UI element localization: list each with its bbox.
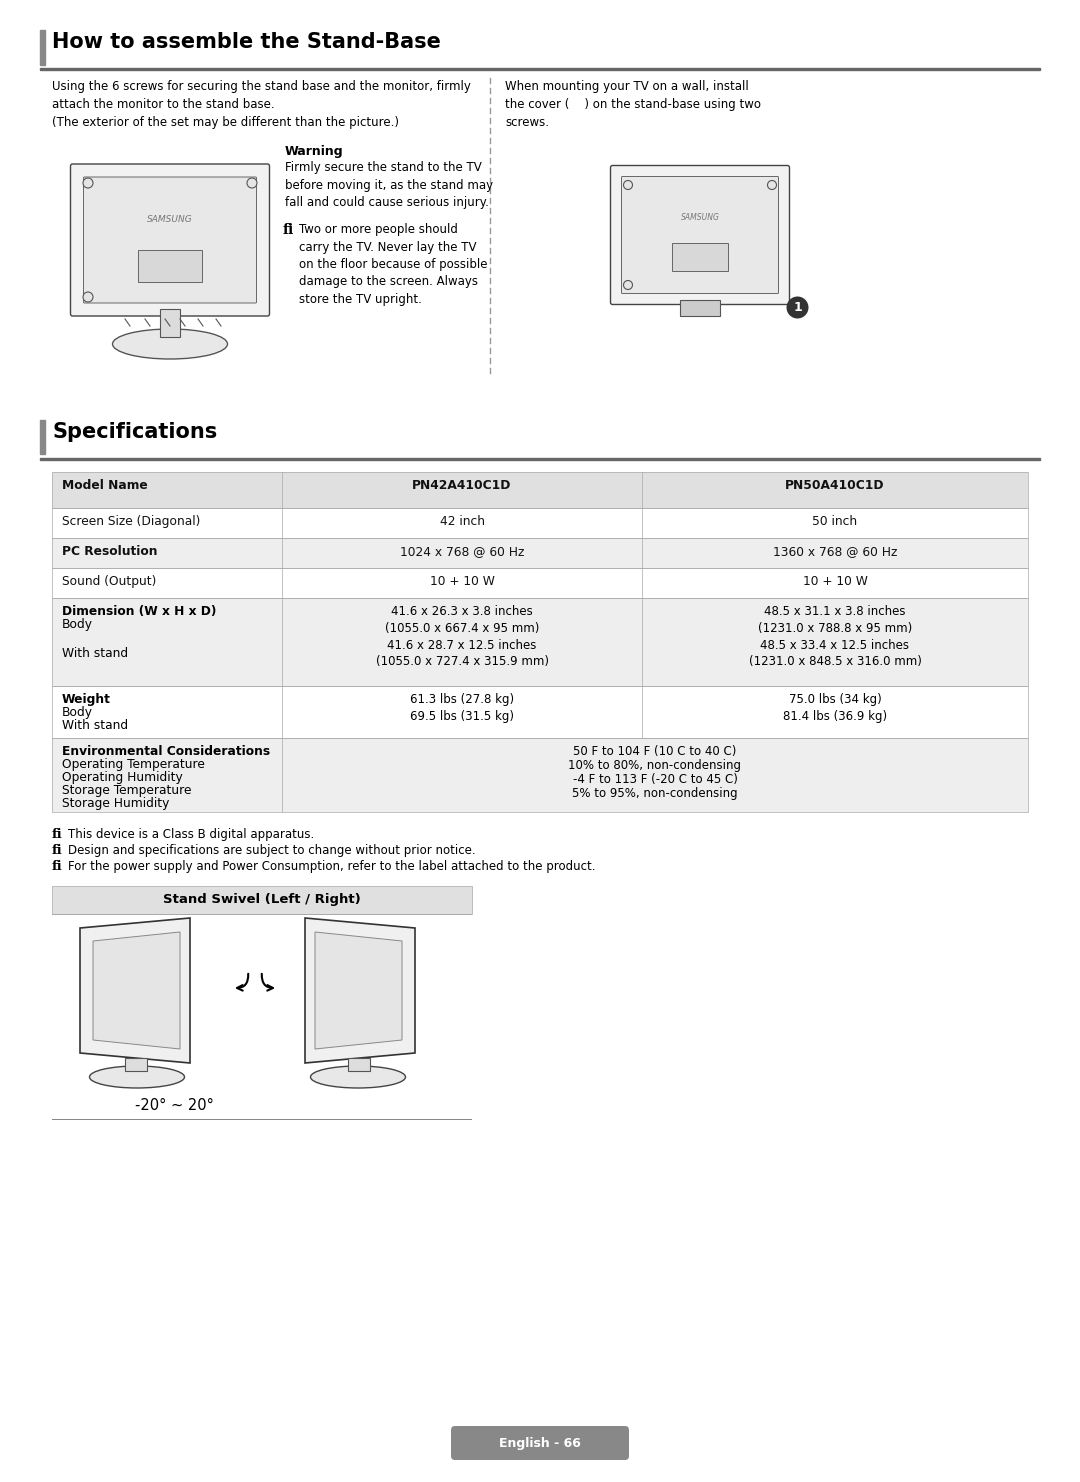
Text: PN50A410C1D: PN50A410C1D	[785, 479, 885, 492]
Bar	[52, 599, 1028, 686]
Circle shape	[768, 181, 777, 190]
Text: Firmly secure the stand to the TV
before moving it, as the stand may
fall and co: Firmly secure the stand to the TV before…	[285, 162, 494, 209]
Text: fi: fi	[283, 222, 294, 237]
Ellipse shape	[90, 1066, 185, 1088]
Text: For the power supply and Power Consumption, refer to the label attached to the p: For the power supply and Power Consumpti…	[68, 860, 595, 873]
Text: This device is a Class B digital apparatus.: This device is a Class B digital apparat…	[68, 828, 314, 840]
Text: Sound (Output): Sound (Output)	[62, 575, 157, 588]
Bar	[52, 568, 1028, 599]
Text: fi: fi	[52, 828, 63, 840]
Bar	[52, 471, 1028, 508]
Bar	[52, 508, 1028, 538]
Text: fi: fi	[52, 860, 63, 873]
Text: Two or more people should
carry the TV. Never lay the TV
on the floor because of: Two or more people should carry the TV. …	[299, 222, 487, 305]
Bar	[52, 471, 1028, 508]
Text: -4 F to 113 F (-20 C to 45 C): -4 F to 113 F (-20 C to 45 C)	[572, 774, 738, 785]
Bar	[52, 738, 1028, 812]
Text: PC Resolution: PC Resolution	[62, 545, 158, 559]
Bar	[672, 243, 728, 271]
Text: 10% to 80%, non-condensing: 10% to 80%, non-condensing	[568, 759, 742, 772]
Circle shape	[786, 296, 809, 319]
Bar	[52, 538, 1028, 568]
Text: 61.3 lbs (27.8 kg)
69.5 lbs (31.5 kg): 61.3 lbs (27.8 kg) 69.5 lbs (31.5 kg)	[410, 694, 514, 723]
Text: 48.5 x 31.1 x 3.8 inches
(1231.0 x 788.8 x 95 mm)
48.5 x 33.4 x 12.5 inches
(123: 48.5 x 31.1 x 3.8 inches (1231.0 x 788.8…	[748, 605, 921, 668]
Text: 10 + 10 W: 10 + 10 W	[802, 575, 867, 588]
Text: PN42A410C1D: PN42A410C1D	[413, 479, 512, 492]
Polygon shape	[315, 932, 402, 1049]
Text: Stand Swivel (Left / Right): Stand Swivel (Left / Right)	[163, 894, 361, 907]
Bar	[138, 250, 202, 282]
Text: fi: fi	[52, 845, 63, 857]
Text: With stand: With stand	[62, 648, 129, 659]
Ellipse shape	[112, 329, 228, 359]
Text: Body: Body	[62, 618, 93, 631]
Polygon shape	[93, 932, 180, 1049]
Text: Storage Temperature: Storage Temperature	[62, 784, 191, 797]
Polygon shape	[348, 1058, 370, 1071]
Text: Model Name: Model Name	[62, 479, 148, 492]
Text: SAMSUNG: SAMSUNG	[147, 215, 193, 224]
Text: SAMSUNG: SAMSUNG	[680, 212, 719, 221]
Text: 50 F to 104 F (10 C to 40 C): 50 F to 104 F (10 C to 40 C)	[573, 745, 737, 757]
Bar	[52, 508, 1028, 538]
FancyBboxPatch shape	[621, 176, 779, 293]
Circle shape	[623, 181, 633, 190]
FancyBboxPatch shape	[83, 176, 257, 302]
Polygon shape	[125, 1058, 147, 1071]
Text: 42 inch: 42 inch	[440, 516, 485, 528]
FancyBboxPatch shape	[610, 166, 789, 304]
Bar	[52, 599, 1028, 686]
Text: Using the 6 screws for securing the stand base and the monitor, firmly
attach th: Using the 6 screws for securing the stan…	[52, 80, 471, 129]
Ellipse shape	[311, 1066, 405, 1088]
Polygon shape	[80, 917, 190, 1063]
Text: With stand: With stand	[62, 719, 129, 732]
Text: 75.0 lbs (34 kg)
81.4 lbs (36.9 kg): 75.0 lbs (34 kg) 81.4 lbs (36.9 kg)	[783, 694, 887, 723]
Text: Warning: Warning	[285, 145, 343, 159]
Text: 1024 x 768 @ 60 Hz: 1024 x 768 @ 60 Hz	[400, 545, 524, 559]
Circle shape	[83, 292, 93, 302]
Circle shape	[83, 178, 93, 188]
Text: Body: Body	[62, 705, 93, 719]
Text: Environmental Considerations: Environmental Considerations	[62, 745, 270, 757]
Text: 10 + 10 W: 10 + 10 W	[430, 575, 495, 588]
Text: Weight: Weight	[62, 694, 111, 705]
Text: Operating Temperature: Operating Temperature	[62, 757, 205, 771]
Text: When mounting your TV on a wall, install
the cover (    ) on the stand-base usin: When mounting your TV on a wall, install…	[505, 80, 761, 129]
Text: 1360 x 768 @ 60 Hz: 1360 x 768 @ 60 Hz	[773, 545, 897, 559]
Text: Design and specifications are subject to change without prior notice.: Design and specifications are subject to…	[68, 845, 475, 857]
Bar	[160, 310, 180, 336]
Bar	[52, 686, 1028, 738]
Text: Dimension (W x H x D): Dimension (W x H x D)	[62, 605, 216, 618]
Bar	[52, 686, 1028, 738]
Bar	[40, 68, 1040, 70]
Bar	[52, 568, 1028, 599]
Polygon shape	[305, 917, 415, 1063]
Circle shape	[623, 280, 633, 289]
FancyBboxPatch shape	[70, 165, 270, 316]
Text: -20° ~ 20°: -20° ~ 20°	[135, 1098, 214, 1113]
FancyBboxPatch shape	[451, 1426, 629, 1460]
Text: 1: 1	[793, 301, 801, 314]
Bar	[52, 538, 1028, 568]
Text: Operating Humidity: Operating Humidity	[62, 771, 183, 784]
Text: Screen Size (Diagonal): Screen Size (Diagonal)	[62, 516, 201, 528]
Bar	[40, 458, 1040, 459]
Text: Specifications: Specifications	[52, 422, 217, 442]
Bar	[40, 419, 45, 453]
Bar	[680, 299, 720, 316]
Text: 41.6 x 26.3 x 3.8 inches
(1055.0 x 667.4 x 95 mm)
41.6 x 28.7 x 12.5 inches
(105: 41.6 x 26.3 x 3.8 inches (1055.0 x 667.4…	[376, 605, 549, 668]
Text: 5% to 95%, non-condensing: 5% to 95%, non-condensing	[572, 787, 738, 800]
Bar	[40, 30, 45, 65]
Circle shape	[247, 178, 257, 188]
Text: Storage Humidity: Storage Humidity	[62, 797, 170, 811]
Text: 50 inch: 50 inch	[812, 516, 858, 528]
Bar	[52, 738, 1028, 812]
Text: How to assemble the Stand-Base: How to assemble the Stand-Base	[52, 33, 441, 52]
Text: English - 66: English - 66	[499, 1436, 581, 1449]
Bar	[52, 886, 472, 914]
